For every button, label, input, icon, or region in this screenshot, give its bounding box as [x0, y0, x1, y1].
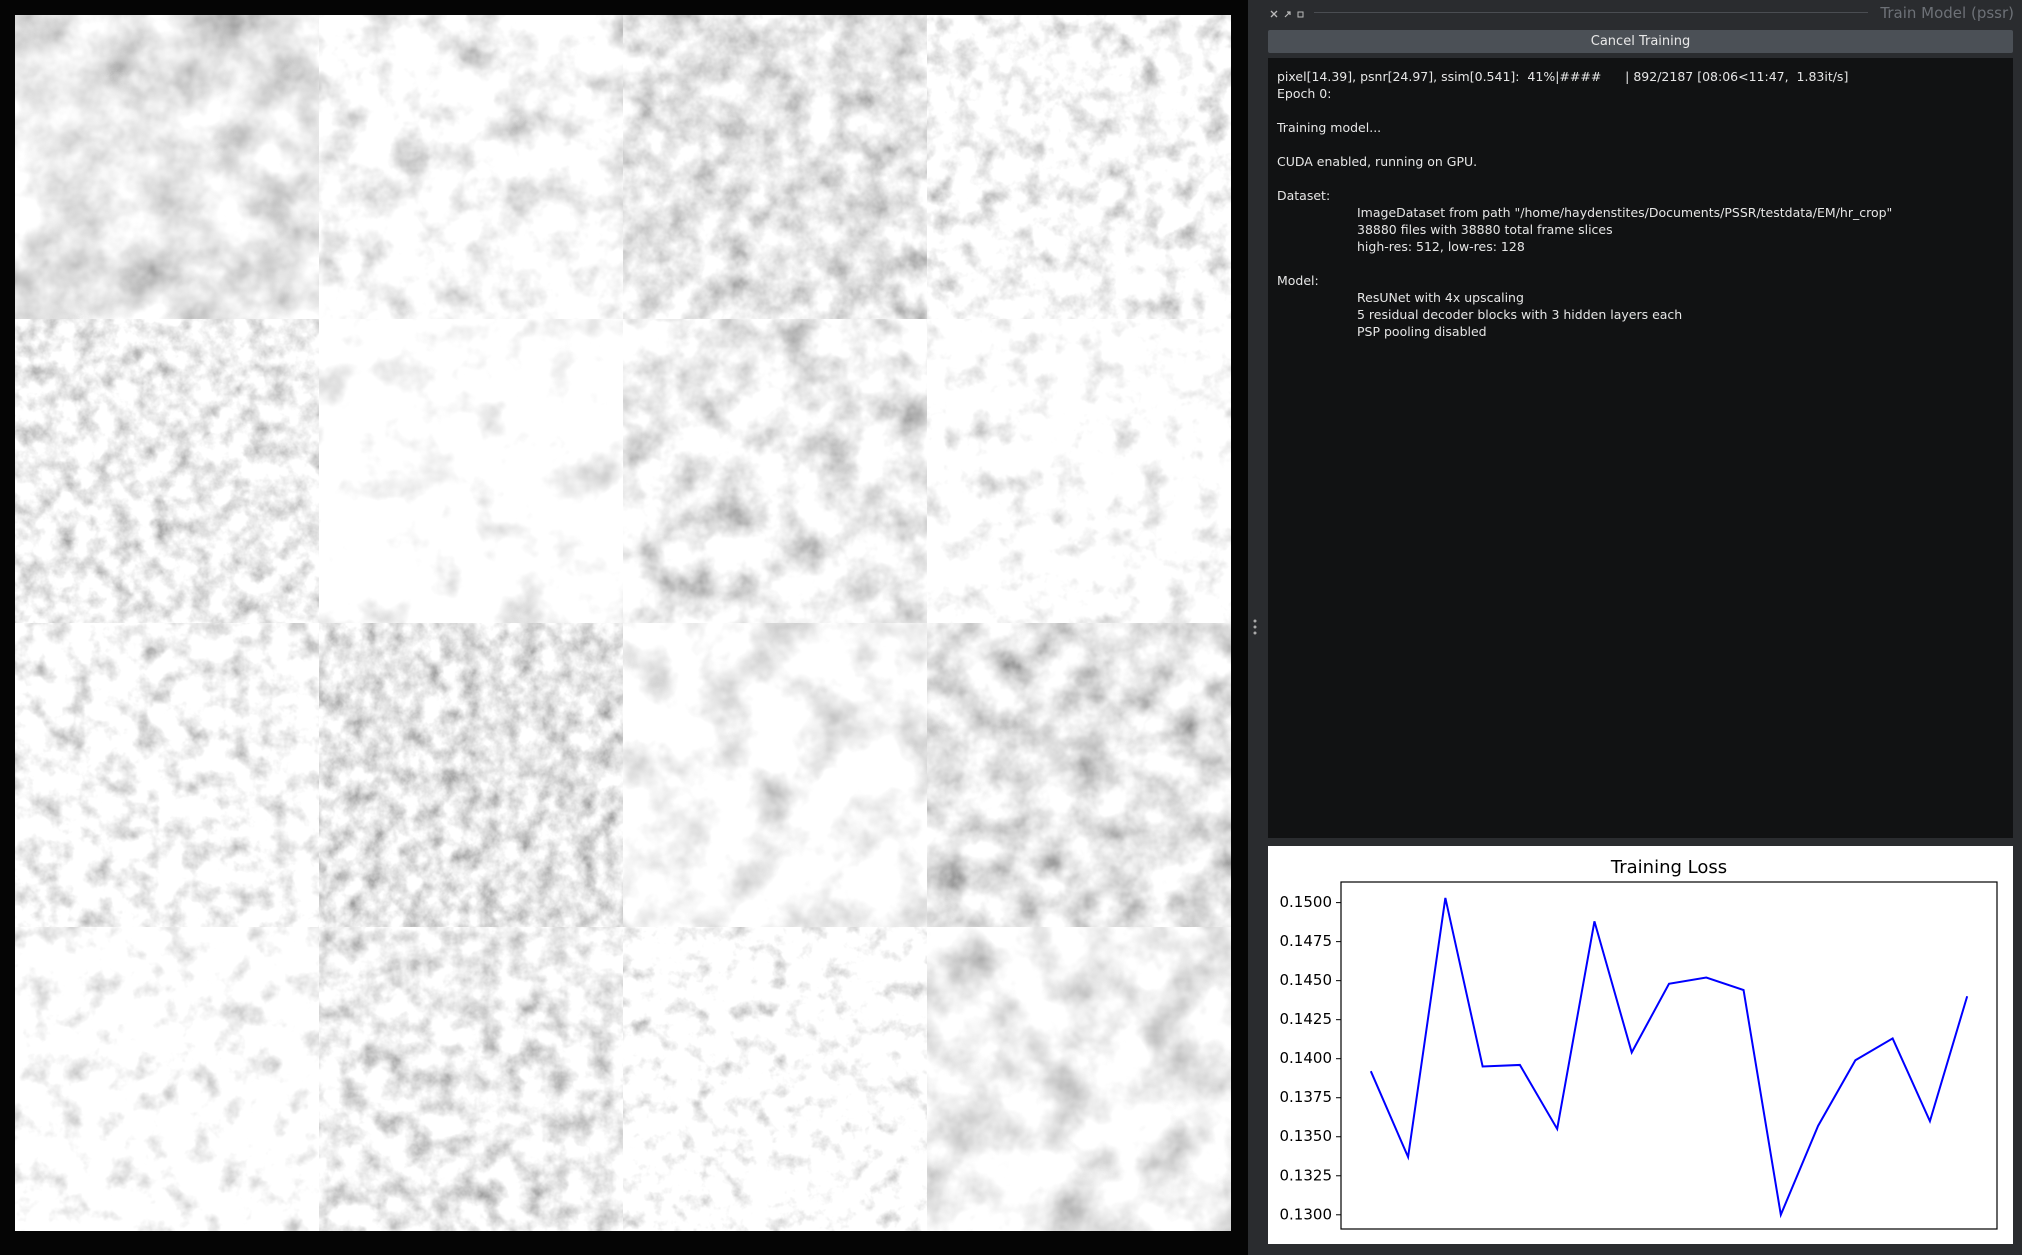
window-title: Train Model (pssr): [1880, 4, 2014, 22]
log-detail: PSP pooling disabled: [1357, 324, 1487, 339]
chart-title: Training Loss: [1610, 857, 1727, 878]
y-tick-label: 0.1500: [1280, 893, 1333, 911]
y-tick-label: 0.1425: [1280, 1010, 1333, 1028]
image-tile: [927, 623, 1231, 927]
log-block: Dataset: ImageDataset from path "/home/ha…: [1277, 187, 2004, 255]
image-tile: [319, 927, 623, 1231]
image-tile: [15, 927, 319, 1231]
log-detail: 38880 files with 38880 total frame slice…: [1357, 222, 1613, 237]
image-tile: [319, 15, 623, 319]
splitter-handle[interactable]: [1251, 618, 1259, 638]
image-tile: [623, 623, 927, 927]
title-bar: Train Model (pssr): [1264, 2, 2018, 24]
log-line: Model:: [1277, 273, 1319, 288]
log-detail: ResUNet with 4x upscaling: [1357, 290, 1524, 305]
plot-frame: [1340, 881, 1998, 1230]
log-detail: ImageDataset from path "/home/haydenstit…: [1357, 205, 1893, 220]
log-line: Training model...: [1277, 120, 1382, 135]
image-tile: [927, 927, 1231, 1231]
image-tile: [319, 319, 623, 623]
log-line: Epoch 0:: [1277, 86, 1332, 101]
log-block: Model: ResUNet with 4x upscaling 5 residua…: [1277, 272, 2004, 340]
image-grid: [0, 0, 1248, 1255]
y-tick-label: 0.1325: [1280, 1166, 1333, 1184]
log-block: CUDA enabled, running on GPU.: [1277, 153, 2004, 170]
image-tile: [623, 15, 927, 319]
window-controls[interactable]: [1268, 4, 1308, 24]
log-detail: high-res: 512, low-res: 128: [1357, 239, 1525, 254]
y-tick-label: 0.1375: [1280, 1088, 1333, 1106]
image-tile: [927, 319, 1231, 623]
y-tick-label: 0.1450: [1280, 971, 1333, 989]
log-line: CUDA enabled, running on GPU.: [1277, 154, 1478, 169]
log-detail: 5 residual decoder blocks with 3 hidden …: [1357, 307, 1683, 322]
image-tile: [927, 15, 1231, 319]
y-tick-label: 0.1350: [1280, 1127, 1333, 1145]
image-tile: [319, 623, 623, 927]
log-output: pixel[14.39], psnr[24.97], ssim[0.541]: …: [1268, 58, 2013, 838]
log-line: pixel[14.39], psnr[24.97], ssim[0.541]: …: [1277, 69, 1849, 84]
y-tick-label: 0.1475: [1280, 932, 1333, 950]
cancel-button[interactable]: Cancel Training: [1268, 30, 2013, 53]
loss-chart: Training Loss 0.1300 0.1325 0.1350 0.1375 0.1…: [1268, 846, 2013, 1244]
y-tick-label: 0.1400: [1280, 1049, 1333, 1067]
log-line: Dataset:: [1277, 188, 1331, 203]
y-tick-label: 0.1300: [1280, 1205, 1333, 1223]
log-block: Training model...: [1277, 119, 2004, 136]
image-tile: [15, 623, 319, 927]
log-block: pixel[14.39], psnr[24.97], ssim[0.541]: …: [1277, 68, 2004, 102]
loss-line: [1369, 897, 1969, 1219]
image-tile: [15, 15, 319, 319]
image-tile: [623, 927, 927, 1231]
image-tile: [623, 319, 927, 623]
image-tile: [15, 319, 319, 623]
